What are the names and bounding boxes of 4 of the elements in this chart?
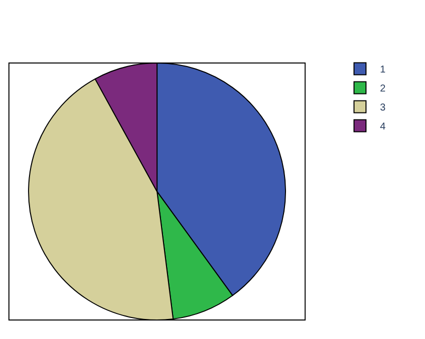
legend-label: 1 [380,64,386,76]
legend-label: 4 [380,122,386,133]
legend-label: 3 [380,102,386,114]
legend-label: 2 [380,84,386,95]
